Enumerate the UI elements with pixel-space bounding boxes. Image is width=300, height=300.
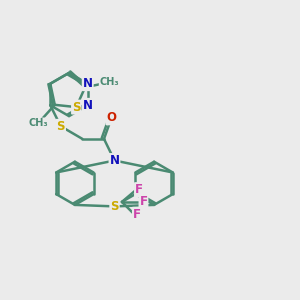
Text: S: S — [110, 200, 119, 213]
Text: CH₃: CH₃ — [100, 77, 119, 87]
Text: N: N — [83, 99, 93, 112]
Text: N: N — [110, 154, 119, 167]
Text: N: N — [83, 77, 93, 90]
Text: S: S — [56, 120, 65, 133]
Text: F: F — [140, 195, 148, 208]
Text: F: F — [135, 183, 143, 196]
Text: CH₃: CH₃ — [28, 118, 48, 128]
Text: O: O — [106, 111, 116, 124]
Text: F: F — [133, 208, 141, 221]
Text: S: S — [72, 100, 80, 114]
